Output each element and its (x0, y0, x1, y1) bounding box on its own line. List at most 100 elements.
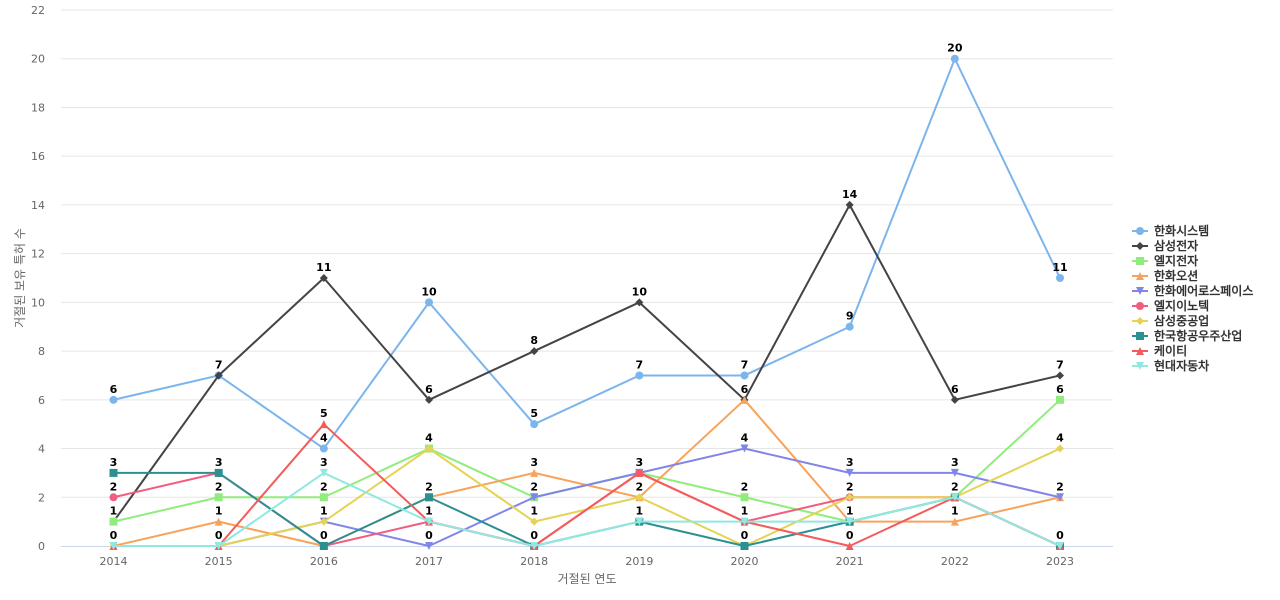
data-label: 0 (1056, 529, 1064, 542)
data-point (425, 395, 433, 404)
data-point (740, 444, 749, 453)
data-point (530, 493, 539, 502)
legend-label: 한화시스템 (1154, 223, 1209, 238)
data-label: 2 (110, 480, 118, 493)
data-point (950, 395, 959, 404)
data-point (950, 54, 959, 63)
legend-label: 삼성전자 (1154, 238, 1198, 253)
y-tick-label: 14 (31, 199, 45, 212)
y-axis-ticks: 0 2 4 6 8 10 12 14 16 18 20 22 (31, 4, 45, 553)
x-tick-label: 2022 (941, 555, 969, 568)
y-tick-label: 20 (31, 53, 45, 66)
data-point (530, 420, 539, 429)
legend-label: 한화에어로스페이스 (1154, 283, 1253, 298)
data-point (425, 542, 433, 550)
data-label: 3 (215, 456, 223, 469)
data-label: 1 (951, 505, 959, 518)
legend-label: 엘지전자 (1154, 253, 1198, 268)
series (109, 54, 1064, 453)
data-point (740, 371, 749, 380)
data-label: 7 (636, 358, 644, 371)
x-tick-label: 2017 (415, 555, 443, 568)
data-label: 4 (1056, 432, 1064, 445)
data-point (845, 468, 854, 477)
data-label: 14 (842, 188, 858, 201)
data-point (845, 542, 854, 550)
data-point (214, 371, 223, 380)
data-point (1056, 542, 1064, 550)
legend-label: 현대자동차 (1154, 358, 1209, 373)
legend-item[interactable]: 삼성중공업 (1132, 313, 1209, 328)
y-tick-label: 8 (38, 345, 45, 358)
data-label: 3 (846, 456, 854, 469)
data-labels: 6321073210115432101064210853210107321764… (110, 42, 1068, 542)
series (109, 200, 1064, 526)
x-tick-label: 2016 (310, 555, 338, 568)
x-tick-label: 2014 (100, 555, 128, 568)
data-label: 3 (110, 456, 118, 469)
grid-lines (61, 9, 1113, 498)
data-point (319, 274, 328, 282)
legend-item[interactable]: 현대자동차 (1132, 358, 1209, 373)
legend-label: 삼성중공업 (1154, 313, 1209, 328)
data-label: 1 (846, 505, 854, 518)
legend-item[interactable]: 엘지전자 (1132, 253, 1198, 268)
data-label: 3 (636, 456, 644, 469)
legend-item[interactable]: 삼성전자 (1132, 238, 1198, 253)
data-label: 9 (846, 310, 854, 323)
legend-item[interactable]: 엘지이노텍 (1132, 298, 1209, 313)
data-label: 3 (530, 456, 538, 469)
legend-item[interactable]: 한화에어로스페이스 (1132, 283, 1253, 298)
data-label: 8 (530, 334, 538, 347)
legend-item[interactable]: 한국항공우주산업 (1132, 328, 1242, 343)
legend-label: 한국항공우주산업 (1154, 328, 1242, 343)
series-line (113, 57, 1061, 450)
x-tick-label: 2023 (1046, 555, 1074, 568)
data-point (740, 493, 749, 502)
data-point (214, 542, 223, 550)
data-label: 5 (530, 407, 538, 420)
series-line (113, 423, 1061, 547)
data-point (950, 468, 959, 477)
data-point (319, 542, 328, 550)
data-label: 0 (215, 529, 223, 542)
data-point (740, 542, 749, 550)
legend-item[interactable]: 한화오션 (1132, 268, 1198, 283)
data-label: 2 (846, 480, 854, 493)
data-point (845, 322, 854, 331)
data-point (635, 493, 644, 502)
data-label: 2 (741, 480, 749, 493)
data-point (1136, 227, 1144, 235)
data-point (635, 468, 644, 477)
data-point (1056, 371, 1064, 380)
legend-item[interactable]: 케이티 (1132, 343, 1187, 358)
data-label: 0 (320, 529, 328, 542)
data-label: 7 (741, 358, 749, 371)
y-tick-label: 18 (31, 101, 45, 114)
data-label: 1 (110, 505, 118, 518)
data-point (1136, 257, 1144, 265)
data-point (1136, 362, 1144, 370)
data-label: 4 (741, 432, 749, 445)
data-label: 2 (215, 480, 223, 493)
data-label: 5 (320, 407, 328, 420)
y-tick-label: 0 (38, 540, 45, 553)
data-label: 1 (636, 505, 644, 518)
data-point (530, 468, 539, 477)
data-label: 6 (110, 383, 118, 396)
data-point (740, 395, 749, 404)
data-label: 2 (951, 480, 959, 493)
data-point (1056, 274, 1064, 282)
x-tick-label: 2018 (520, 555, 548, 568)
data-point (635, 517, 644, 526)
data-point (530, 517, 539, 526)
legend-item[interactable]: 한화시스템 (1132, 223, 1209, 238)
series-line (113, 471, 1061, 547)
data-label: 1 (320, 505, 328, 518)
data-point (319, 517, 328, 526)
y-axis-title: 거절된 보유 특허 수 (13, 228, 27, 328)
data-point (1136, 287, 1144, 295)
data-point (845, 493, 854, 502)
y-tick-label: 6 (38, 394, 45, 407)
